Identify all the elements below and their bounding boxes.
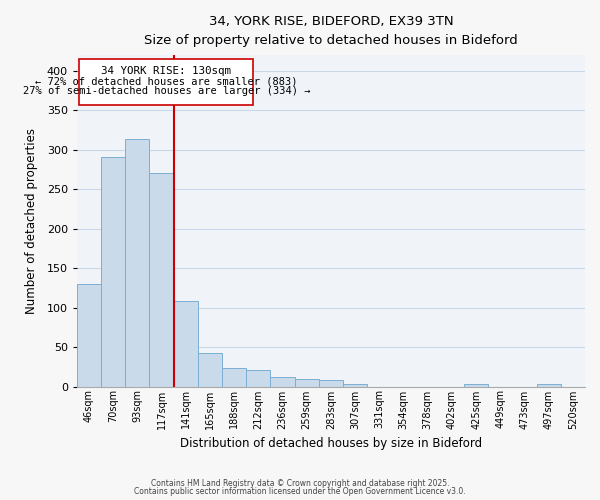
- Bar: [173, 300, 198, 386]
- Bar: [464, 384, 488, 386]
- Bar: [319, 380, 343, 386]
- Bar: [246, 370, 271, 386]
- Text: Contains HM Land Registry data © Crown copyright and database right 2025.: Contains HM Land Registry data © Crown c…: [151, 478, 449, 488]
- Text: ← 72% of detached houses are smaller (883): ← 72% of detached houses are smaller (88…: [35, 76, 298, 86]
- X-axis label: Distribution of detached houses by size in Bideford: Distribution of detached houses by size …: [180, 437, 482, 450]
- Bar: [149, 174, 173, 386]
- Text: 27% of semi-detached houses are larger (334) →: 27% of semi-detached houses are larger (…: [23, 86, 310, 96]
- Bar: [536, 384, 561, 386]
- Text: 34 YORK RISE: 130sqm: 34 YORK RISE: 130sqm: [101, 66, 232, 76]
- Bar: [101, 157, 125, 386]
- Bar: [125, 139, 149, 386]
- Bar: [271, 377, 295, 386]
- Title: 34, YORK RISE, BIDEFORD, EX39 3TN
Size of property relative to detached houses i: 34, YORK RISE, BIDEFORD, EX39 3TN Size o…: [144, 15, 518, 47]
- Bar: [295, 378, 319, 386]
- Text: Contains public sector information licensed under the Open Government Licence v3: Contains public sector information licen…: [134, 487, 466, 496]
- Y-axis label: Number of detached properties: Number of detached properties: [25, 128, 38, 314]
- FancyBboxPatch shape: [79, 59, 253, 105]
- Bar: [198, 354, 222, 386]
- Bar: [77, 284, 101, 386]
- Bar: [222, 368, 246, 386]
- Bar: [343, 384, 367, 386]
